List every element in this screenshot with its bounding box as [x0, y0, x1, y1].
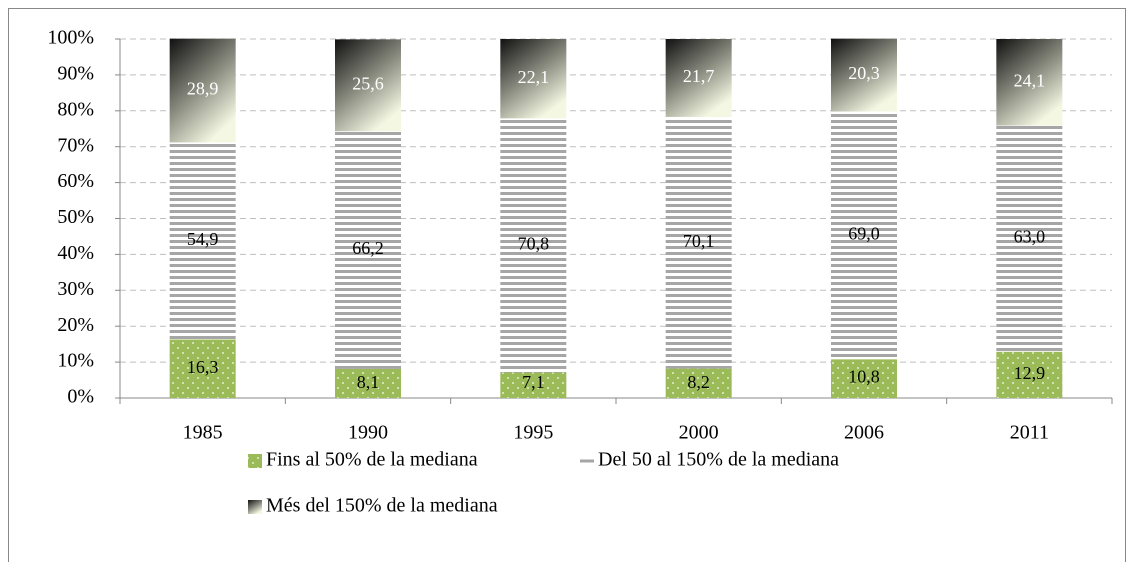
data-label: 8,1	[357, 372, 380, 392]
bar-segment	[169, 142, 236, 340]
data-label: 70,8	[518, 234, 550, 254]
y-tick-label: 20%	[57, 314, 94, 336]
legend-label: Fins al 50% de la mediana	[266, 449, 478, 471]
data-label: 12,9	[1014, 363, 1046, 383]
data-label: 66,2	[352, 238, 384, 258]
legend-label: Més del 150% de la mediana	[266, 495, 498, 517]
y-tick-label: 50%	[57, 206, 94, 228]
data-label: 63,0	[1014, 227, 1046, 247]
chart-border	[8, 8, 1126, 562]
bar-segment	[665, 39, 732, 117]
legend-label: Del 50 al 150% de la mediana	[598, 449, 839, 471]
x-tick-label: 2000	[679, 422, 719, 444]
data-label: 20,3	[848, 63, 880, 83]
bar-segment	[831, 38, 897, 112]
bar-segment	[996, 125, 1063, 352]
y-tick-label: 10%	[57, 350, 94, 372]
bar-segment	[335, 39, 401, 132]
y-tick-label: 70%	[57, 134, 94, 156]
bar-segment	[831, 359, 897, 398]
y-tick-label: 30%	[57, 278, 94, 300]
y-tick-label: 80%	[57, 98, 94, 120]
y-tick-label: 90%	[57, 62, 94, 84]
bar-segment	[500, 39, 567, 119]
bar-segment	[335, 368, 401, 398]
bar-segment	[169, 38, 236, 143]
bar-segment	[996, 39, 1063, 126]
data-label: 8,2	[687, 372, 710, 392]
bar-segment	[500, 372, 567, 398]
y-tick-label: 100%	[47, 27, 94, 49]
data-label: 22,1	[518, 67, 550, 87]
data-label: 21,7	[683, 66, 715, 86]
legend-swatch	[248, 500, 262, 514]
legend-swatch	[248, 454, 262, 468]
data-label: 7,1	[522, 372, 545, 392]
bar-segment	[169, 339, 236, 398]
x-tick-label: 2006	[844, 422, 884, 444]
x-tick-label: 1990	[348, 422, 388, 444]
y-tick-label: 60%	[57, 170, 94, 192]
y-tick-label: 40%	[57, 242, 94, 264]
data-label: 69,0	[848, 223, 880, 243]
bar-segment	[831, 111, 897, 360]
x-tick-label: 1985	[183, 422, 223, 444]
x-tick-label: 2011	[1010, 422, 1049, 444]
bar-segment	[335, 131, 401, 369]
bar-segment	[665, 116, 732, 369]
bar-segment	[996, 351, 1063, 398]
data-label: 70,1	[683, 231, 715, 251]
bar-segment	[500, 118, 567, 373]
x-tick-label: 1995	[513, 422, 553, 444]
data-label: 16,3	[187, 357, 219, 377]
data-label: 25,6	[352, 73, 384, 93]
data-label: 24,1	[1014, 70, 1046, 90]
y-tick-label: 0%	[67, 386, 94, 408]
data-label: 54,9	[187, 229, 219, 249]
data-label: 28,9	[187, 79, 219, 99]
bar-segment	[665, 368, 732, 398]
data-label: 10,8	[848, 367, 880, 387]
